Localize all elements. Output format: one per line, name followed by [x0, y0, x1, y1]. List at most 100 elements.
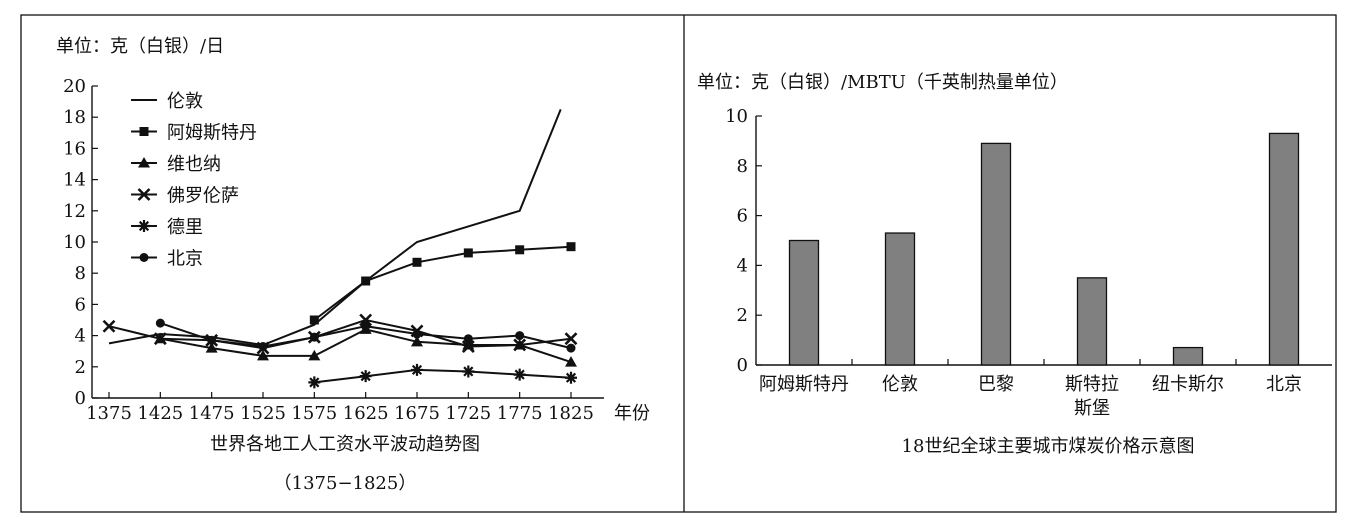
- right-y-tick-label: 2: [737, 305, 748, 326]
- legend-label: 佛罗伦萨: [167, 186, 239, 207]
- legend-label: 伦敦: [167, 91, 203, 112]
- legend-swatch-marker: [138, 220, 150, 232]
- left-y-tick-label: 18: [63, 107, 86, 128]
- left-y-tick-label: 12: [63, 201, 86, 222]
- legend-label: 维也纳: [167, 154, 221, 175]
- left-point-1: [412, 257, 422, 267]
- left-y-tick-label: 0: [75, 388, 86, 409]
- right-bars: [788, 132, 1300, 366]
- left-point-5: [361, 321, 371, 331]
- left-point-5: [309, 332, 319, 342]
- legend-swatch-marker: [139, 127, 149, 136]
- left-x-tick-label: 1475: [189, 403, 235, 424]
- left-point-3: [564, 332, 578, 346]
- right-category-label: 纽卡斯尔: [1152, 374, 1224, 395]
- wage-line-chart: 单位：克（白银）/日 0 2 4 6 8 10 12 14 16 18 20 1375 1425 1475…: [56, 36, 650, 494]
- left-series-line-4: [314, 368, 572, 384]
- right-category-label: 阿姆斯特丹: [759, 374, 849, 395]
- left-x-tick-label: 1525: [240, 403, 286, 424]
- left-x-tick-label: 1725: [445, 403, 491, 424]
- left-point-3: [153, 332, 167, 346]
- left-series-line-1: [313, 245, 572, 321]
- left-x-tick-label: 1775: [497, 403, 543, 424]
- left-x-tick-label: 1825: [548, 403, 594, 424]
- left-x-tick-label: 1675: [394, 403, 440, 424]
- bar-2: [980, 142, 1012, 366]
- bar-5: [1268, 132, 1300, 366]
- left-point-2: [565, 356, 577, 367]
- left-point-2: [257, 349, 269, 361]
- left-y-tick-label: 16: [63, 138, 86, 159]
- left-y-tick-label: 8: [75, 263, 86, 284]
- legend-label: 阿姆斯特丹: [167, 123, 257, 144]
- right-category-label: 斯堡: [1074, 398, 1110, 419]
- left-series-lines: [108, 109, 572, 384]
- left-point-2: [205, 342, 218, 353]
- bar-4: [1172, 346, 1204, 366]
- left-point-5: [463, 334, 473, 344]
- left-point-4: [513, 368, 526, 381]
- left-point-1: [566, 242, 576, 252]
- left-point-5: [207, 335, 217, 345]
- right-y-tick-label: 4: [737, 255, 748, 276]
- left-series-markers: [102, 242, 578, 389]
- left-axes: 0 2 4 6 8 10 12 14 16 18 20 1375 1425 1475 1525 1575 162…: [63, 76, 604, 424]
- legend-label: 北京: [167, 249, 203, 270]
- left-point-2: [308, 349, 321, 361]
- left-point-3: [102, 319, 116, 333]
- left-y-tick-label: 20: [63, 76, 86, 97]
- right-category-label: 伦敦: [882, 374, 918, 395]
- figure-border: [20, 14, 1337, 513]
- left-y-tick-label: 14: [63, 170, 86, 191]
- left-point-5: [258, 342, 268, 352]
- left-point-5: [155, 318, 165, 328]
- legend-swatch-marker: [137, 188, 151, 201]
- left-point-3: [461, 340, 475, 353]
- left-point-1: [309, 315, 319, 325]
- right-chart-title: 18世纪全球主要城市煤炭价格示意图: [902, 436, 1195, 457]
- left-x-tick-label: 1425: [137, 403, 183, 424]
- left-point-3: [513, 338, 527, 352]
- bar-3: [1076, 277, 1108, 366]
- right-unit-label: 单位：克（白银）/MBTU（千英制热量单位）: [697, 72, 1068, 93]
- bar-1: [884, 232, 916, 366]
- left-point-4: [565, 371, 577, 384]
- left-point-5: [412, 329, 422, 339]
- left-chart-title: 世界各地工人工资水平波动趋势图: [210, 434, 480, 455]
- left-series-line-3: [108, 318, 572, 350]
- left-point-2: [411, 335, 423, 347]
- right-y-tick-label: 6: [737, 206, 748, 227]
- legend-swatch-marker: [138, 157, 150, 168]
- left-point-5: [566, 343, 576, 353]
- right-category-label: 巴黎: [978, 374, 1014, 395]
- left-unit-label: 单位：克（白银）/日: [56, 36, 224, 57]
- left-y-tick-label: 10: [63, 232, 86, 253]
- legend-swatch-marker: [139, 253, 149, 262]
- left-point-1: [463, 248, 473, 258]
- left-point-4: [411, 363, 423, 376]
- left-x-tick-label: 1575: [291, 403, 337, 424]
- left-point-4: [462, 365, 475, 378]
- coal-price-bar-chart: 单位：克（白银）/MBTU（千英制热量单位） 0 2 4 6 8 10 阿姆斯特丹 伦敦 巴黎…: [697, 72, 1332, 457]
- right-category-label: 斯特拉: [1065, 374, 1119, 395]
- bar-0: [788, 239, 820, 366]
- left-x-axis-label: 年份: [614, 403, 650, 424]
- left-y-tick-label: 4: [75, 326, 86, 347]
- left-point-4: [308, 376, 321, 389]
- left-chart-subtitle: （1375−1825）: [274, 473, 417, 494]
- right-category-label: 北京: [1266, 374, 1302, 395]
- left-y-tick-label: 2: [75, 357, 86, 378]
- right-y-tick-label: 0: [737, 355, 748, 376]
- right-y-tick-label: 10: [725, 106, 748, 127]
- legend-label: 德里: [167, 217, 203, 238]
- right-y-tick-label: 8: [737, 156, 748, 177]
- left-point-2: [462, 338, 475, 350]
- left-point-5: [515, 331, 525, 341]
- left-point-1: [515, 245, 525, 255]
- left-x-tick-label: 1625: [343, 403, 389, 424]
- left-series-line-0: [108, 109, 562, 347]
- left-x-tick-label: 1375: [86, 403, 132, 424]
